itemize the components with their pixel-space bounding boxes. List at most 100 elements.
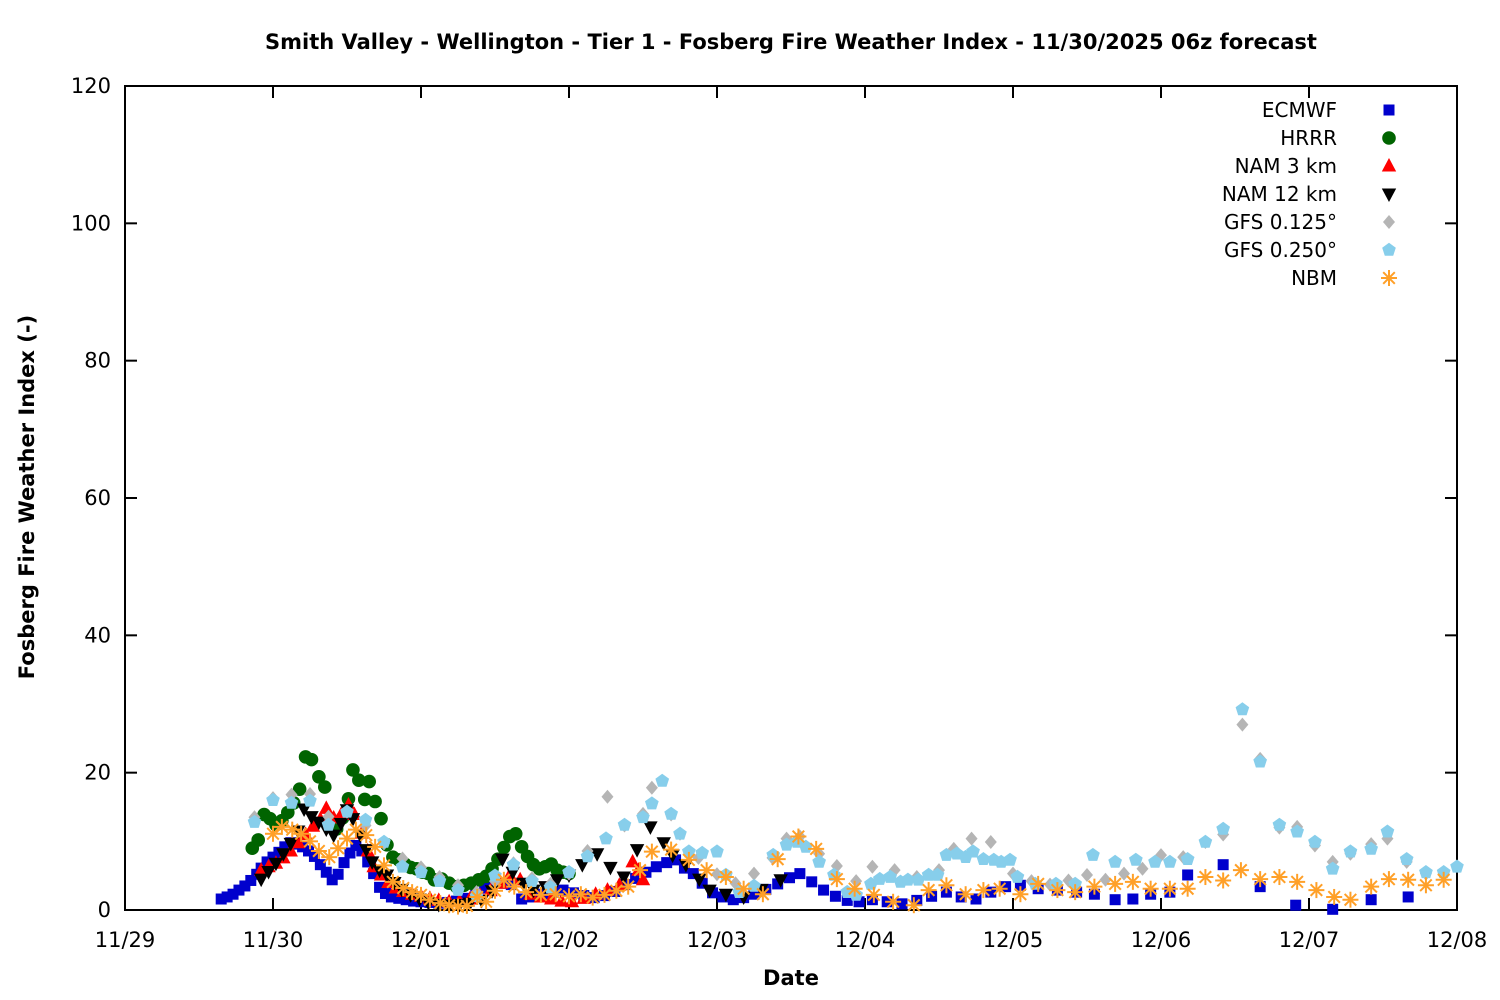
data-point xyxy=(911,872,926,886)
data-point xyxy=(608,882,625,899)
data-point xyxy=(314,859,326,871)
data-point xyxy=(655,773,670,787)
data-point xyxy=(506,857,521,871)
data-point xyxy=(584,889,601,906)
data-point xyxy=(332,868,344,880)
data-point xyxy=(841,894,853,906)
x-tick-label: 12/02 xyxy=(539,928,600,952)
data-point xyxy=(955,891,967,903)
x-axis-label: Date xyxy=(763,966,819,990)
data-point xyxy=(1380,824,1395,838)
data-point xyxy=(1381,270,1397,286)
data-point xyxy=(374,811,388,826)
data-point xyxy=(808,840,825,857)
data-point xyxy=(385,891,397,903)
data-point xyxy=(245,874,257,886)
y-tick-label: 120 xyxy=(71,74,111,98)
series-hrrr xyxy=(245,750,576,894)
data-point xyxy=(233,884,245,896)
y-tick-label: 80 xyxy=(84,349,111,373)
data-point xyxy=(673,826,687,840)
data-point xyxy=(1010,869,1025,883)
data-point xyxy=(221,891,233,903)
data-point xyxy=(1365,894,1377,906)
data-point xyxy=(794,868,806,880)
data-point xyxy=(549,874,565,888)
data-point xyxy=(1148,854,1162,868)
data-point xyxy=(1108,854,1122,868)
data-point xyxy=(395,859,410,873)
data-point xyxy=(661,857,673,869)
data-point xyxy=(985,886,997,898)
data-point xyxy=(707,887,719,899)
data-point xyxy=(326,829,341,844)
data-point xyxy=(532,886,549,903)
legend-label: GFS 0.125° xyxy=(1224,210,1337,234)
data-point xyxy=(790,828,807,845)
data-point xyxy=(710,844,724,858)
x-tick-label: 12/03 xyxy=(687,928,748,952)
data-point xyxy=(1000,881,1012,893)
x-tick-label: 12/04 xyxy=(835,928,896,952)
data-point xyxy=(1161,880,1178,897)
data-point xyxy=(227,888,239,900)
data-point xyxy=(1179,880,1196,897)
data-point xyxy=(1400,871,1417,888)
chart-title: Smith Valley - Wellington - Tier 1 - Fos… xyxy=(265,30,1317,54)
data-point xyxy=(432,874,447,887)
data-point xyxy=(643,821,658,835)
data-point xyxy=(601,789,614,804)
data-point xyxy=(239,880,251,892)
data-point xyxy=(1253,754,1267,768)
data-point xyxy=(374,881,386,893)
data-point xyxy=(1086,847,1100,861)
data-point xyxy=(1399,852,1414,865)
x-tick-label: 12/01 xyxy=(391,928,452,952)
series-nbm xyxy=(265,818,1452,915)
x-tick-label: 11/30 xyxy=(243,928,304,952)
data-point xyxy=(1308,834,1322,848)
data-point xyxy=(773,874,788,888)
data-point xyxy=(885,893,902,910)
legend-label: NAM 3 km xyxy=(1235,154,1337,178)
data-point xyxy=(303,845,315,857)
data-point xyxy=(304,752,319,767)
data-point xyxy=(261,866,276,880)
x-tick-label: 12/05 xyxy=(983,928,1044,952)
data-point xyxy=(1049,882,1066,899)
data-point xyxy=(1363,878,1380,895)
data-point xyxy=(617,817,632,831)
data-point xyxy=(603,861,618,876)
data-point xyxy=(1197,869,1214,886)
data-point xyxy=(279,841,291,853)
data-point xyxy=(1380,871,1397,888)
x-tick-label: 12/06 xyxy=(1131,928,1192,952)
data-point xyxy=(557,884,569,896)
x-axis: 11/29 11/30 12/01 12/02 12/03 12/04 12/05 12/06… xyxy=(95,86,1487,952)
data-point xyxy=(812,854,826,868)
data-point xyxy=(1419,865,1433,879)
data-point xyxy=(283,837,298,852)
data-point xyxy=(1003,852,1017,866)
data-point xyxy=(1217,859,1229,871)
data-point xyxy=(1289,873,1306,890)
data-point xyxy=(368,794,382,809)
data-point xyxy=(650,861,662,873)
data-point xyxy=(866,859,879,874)
data-point xyxy=(1014,879,1026,891)
x-tick-label: 12/07 xyxy=(1279,928,1340,952)
data-point xyxy=(1383,104,1395,116)
data-point xyxy=(984,835,997,850)
data-point xyxy=(352,773,366,788)
data-point xyxy=(828,871,845,888)
data-point xyxy=(266,792,280,806)
data-point xyxy=(1325,861,1340,875)
data-point xyxy=(643,843,660,860)
data-point xyxy=(575,859,590,873)
data-point xyxy=(966,844,980,858)
data-point xyxy=(630,872,642,884)
data-point xyxy=(589,848,605,862)
data-point xyxy=(572,886,589,903)
data-point xyxy=(319,800,334,814)
